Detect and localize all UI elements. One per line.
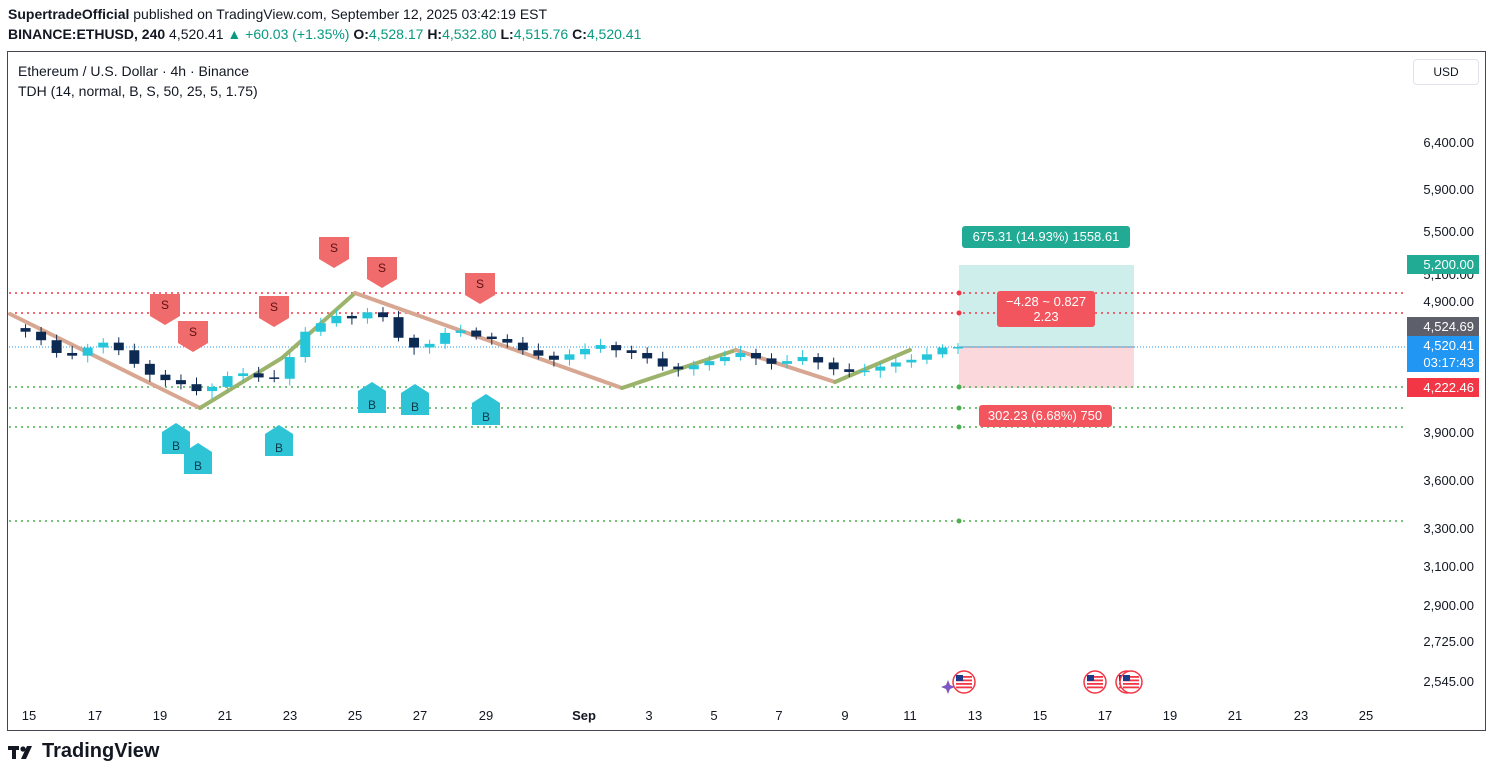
low-value: 4,515.76 [513, 26, 569, 42]
publish-line: SupertradeOfficial published on TradingV… [8, 6, 547, 22]
low-label: L: [500, 26, 514, 42]
open-value: 4,528.17 [368, 26, 424, 42]
symbol-label: BINANCE:ETHUSD, 240 [8, 26, 166, 42]
tradingview-logo[interactable]: TradingView [8, 740, 159, 763]
price-change: ▲ +60.03 (+1.35%) [227, 26, 350, 42]
last-price: 4,520.41 [169, 26, 224, 42]
published-text: published on TradingView.com, September … [133, 6, 548, 22]
tradingview-logo-icon [8, 745, 32, 759]
author-name[interactable]: SupertradeOfficial [8, 6, 130, 22]
chart-frame[interactable] [7, 51, 1486, 731]
open-label: O: [353, 26, 369, 42]
ohlc-line: BINANCE:ETHUSD, 240 4,520.41 ▲ +60.03 (+… [8, 26, 641, 42]
close-label: C: [572, 26, 587, 42]
close-value: 4,520.41 [586, 26, 642, 42]
brand-name: TradingView [42, 740, 160, 762]
currency-button[interactable]: USD [1413, 59, 1479, 85]
high-label: H: [427, 26, 443, 42]
high-value: 4,532.80 [442, 26, 497, 42]
